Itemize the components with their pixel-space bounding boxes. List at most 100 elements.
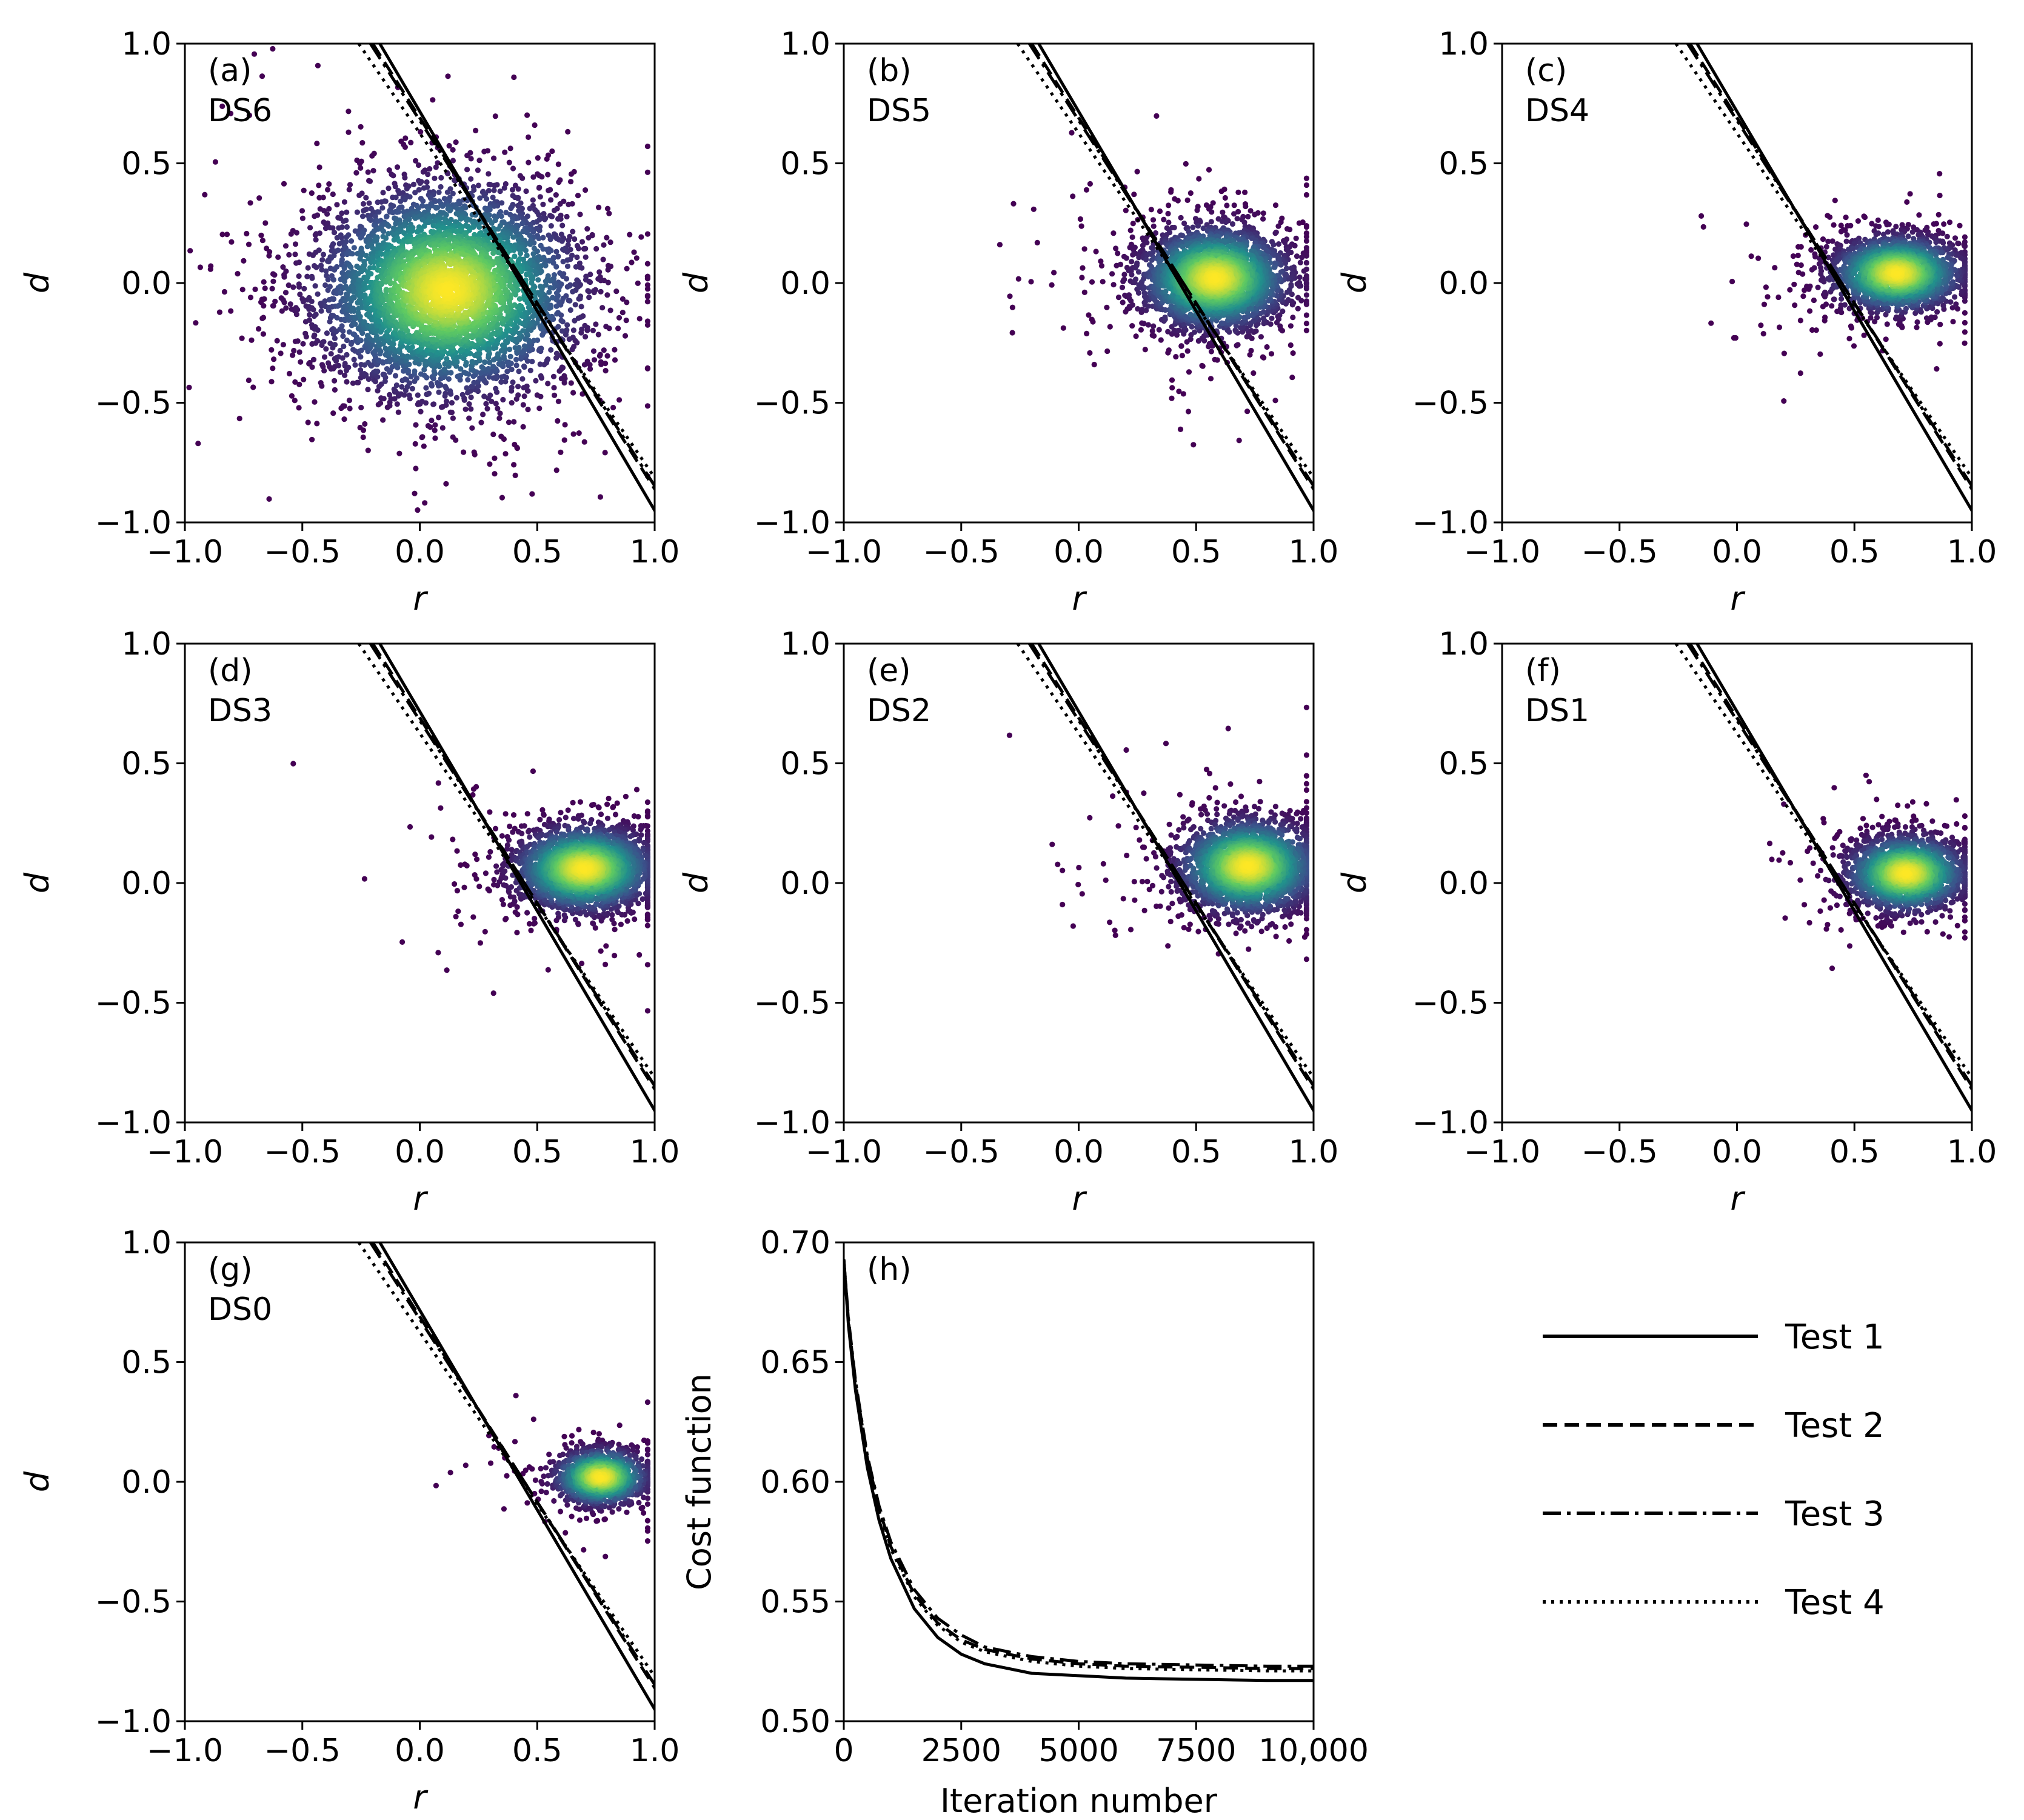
data-point [260,315,267,321]
data-point [516,368,522,375]
data-point [383,214,390,220]
data-point [439,203,446,209]
data-point [286,282,292,288]
data-point [344,379,350,385]
data-point [591,357,598,363]
data-point [1258,334,1264,340]
data-point [1034,239,1040,245]
data-point [581,246,587,252]
data-point [1294,253,1300,259]
data-point [247,200,253,206]
data-point [329,243,335,250]
y-tick-label: −0.5 [95,385,172,422]
data-point [466,401,472,407]
data-point [523,317,529,324]
data-point [380,417,386,423]
data-point [439,278,446,284]
data-point [507,353,513,359]
data-point [450,190,456,196]
data-point [1237,325,1244,331]
data-point [416,187,422,193]
data-point [512,472,518,479]
data-point [464,167,470,173]
data-point [1220,209,1226,215]
data-point [281,299,287,305]
data-point [433,164,439,170]
data-point [1158,337,1164,343]
data-point [644,169,650,175]
data-point [490,195,496,201]
data-point [620,296,626,302]
data-point [417,180,423,186]
dataset-label: DS6 [208,93,272,129]
data-point [1135,269,1142,275]
data-point [382,345,389,352]
data-point [507,145,513,152]
data-point [1166,347,1172,353]
data-point [309,364,315,370]
data-point [343,239,349,245]
data-point [346,187,352,193]
data-point [426,390,432,396]
data-point [561,437,567,443]
data-point [568,179,574,185]
data-point [1093,248,1099,255]
data-point [561,380,567,386]
data-point [272,272,278,278]
data-point [380,296,386,302]
data-point [362,421,368,427]
data-point [365,447,371,453]
data-point [420,168,426,175]
data-point [436,389,442,395]
data-point [615,325,621,332]
data-point [424,179,430,185]
data-point [612,347,618,353]
data-point [262,285,268,292]
data-point [419,434,426,440]
data-point [568,171,575,177]
data-point [481,393,487,399]
data-point [495,250,501,256]
data-point [536,235,542,241]
data-point [506,159,512,165]
data-point [1151,333,1157,339]
data-point [498,348,504,354]
panels: −1.0 −0.5 0.0 0.5 1.0−1.0−0.50.00.51.0(a)DS6… [18,26,1997,1820]
data-point [445,73,451,79]
data-point [644,365,650,372]
data-point [301,285,307,292]
data-point [327,284,333,290]
data-point [432,175,438,181]
data-point [584,358,590,364]
data-point [469,425,475,431]
data-point [1123,255,1129,261]
data-point [457,353,463,360]
data-point [427,166,433,172]
x-tick-label: −1.0 [147,534,223,570]
data-point [1087,181,1093,187]
data-point [332,342,338,348]
data-point [239,287,245,293]
data-point [358,124,364,130]
data-point [484,196,490,202]
data-point [1028,279,1034,285]
data-point [332,378,338,384]
data-point [1069,130,1075,136]
data-point [251,51,258,57]
data-point [439,425,446,431]
data-point [365,387,371,393]
data-point [421,185,427,191]
data-point [324,330,330,336]
data-point [644,403,650,409]
data-point [1247,352,1253,358]
data-point [322,282,329,288]
data-point [305,265,311,271]
data-point [527,232,533,239]
data-point [1210,200,1216,206]
data-point [1195,223,1201,229]
data-point [287,301,293,307]
data-point [432,198,438,204]
data-point [1175,198,1181,204]
data-point [413,375,420,381]
data-point [1289,292,1295,298]
